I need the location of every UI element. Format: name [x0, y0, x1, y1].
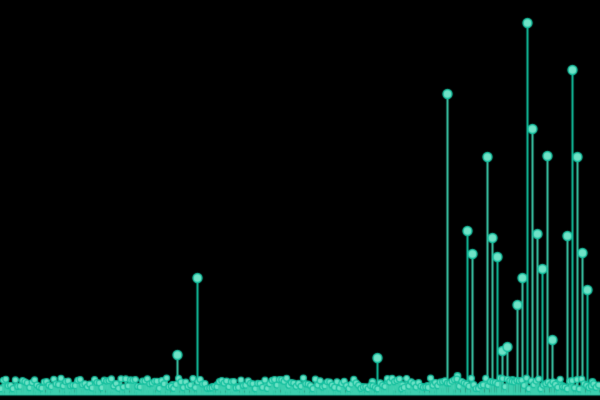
stem-plot-canvas — [0, 0, 600, 400]
stem-plot-figure — [0, 0, 600, 400]
